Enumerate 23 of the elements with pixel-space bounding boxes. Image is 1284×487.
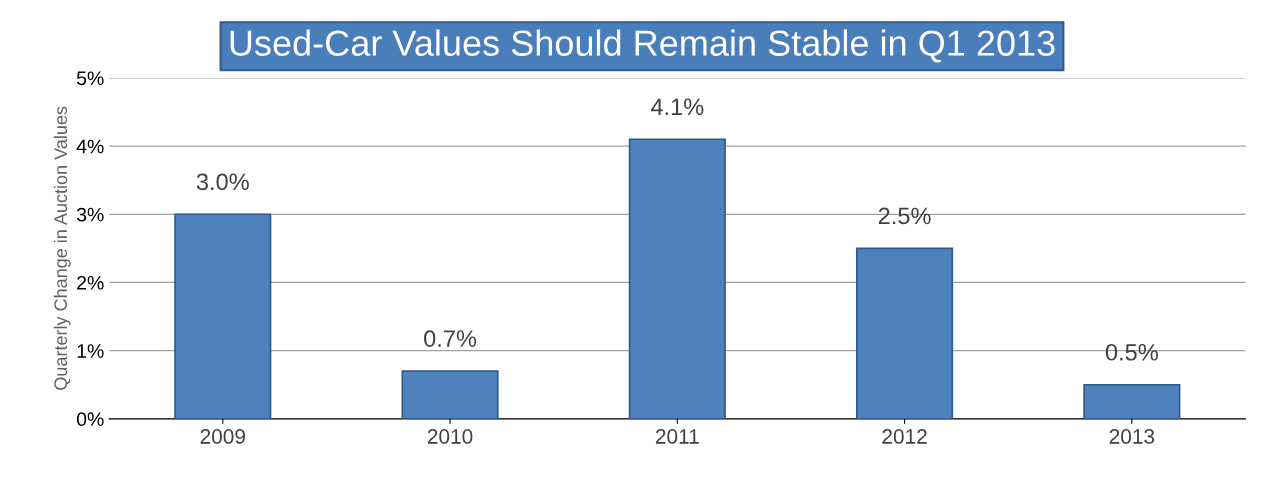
data-label: 0.5% (1105, 343, 1158, 361)
bar (856, 247, 954, 419)
bar (1083, 383, 1181, 419)
chart-title: Used-Car Values Should Remain Stable in Q1 2013 (230, 29, 1055, 63)
x-tick-label: 2011 (655, 429, 699, 444)
x-tick-label: 2013 (1109, 429, 1155, 444)
y-tick-label: 5% (76, 71, 104, 86)
x-tick-label: 2010 (427, 429, 473, 444)
y-tick-label: 3% (76, 207, 104, 222)
y-tick-label: 4% (76, 139, 104, 154)
x-tick-label: 2009 (200, 429, 245, 444)
y-tick-label: 2% (77, 275, 104, 290)
x-tick-label: 2012 (882, 429, 927, 444)
data-label: 3.0% (196, 173, 249, 191)
data-label: 2.5% (878, 207, 931, 225)
bar (628, 138, 726, 419)
bar (401, 370, 499, 419)
data-label: 4.1% (650, 98, 704, 116)
y-tick-label: 1% (77, 344, 104, 358)
y-tick-label: 0% (76, 412, 104, 427)
y-axis-title: Quarterly Change in Auction Values (53, 106, 71, 390)
bar (174, 213, 272, 419)
data-label: 0.7% (424, 330, 477, 347)
